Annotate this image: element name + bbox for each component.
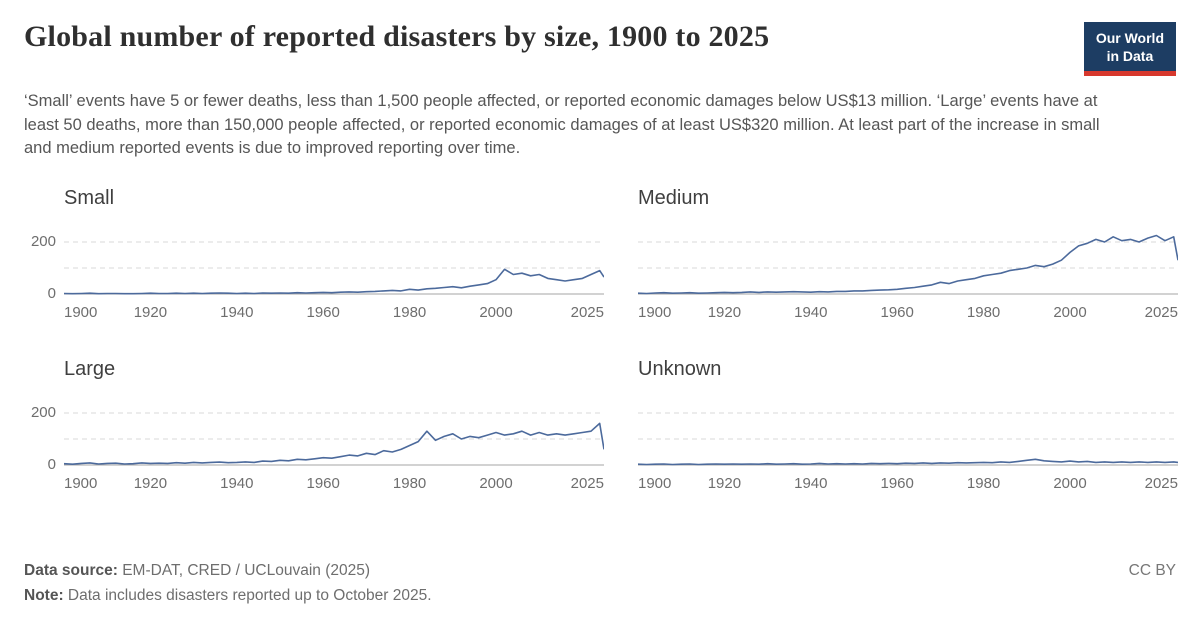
x-tick-label: 1980 — [966, 474, 1001, 492]
x-tick-label: 2000 — [1053, 303, 1087, 321]
chart-medium-line-svg — [638, 234, 1178, 295]
x-tick-label: 1920 — [707, 303, 742, 321]
license-cc-by[interactable]: CC BY — [1128, 562, 1176, 579]
chart-small-plot: 200 0 1900 1920 1940 1960 1980 2000 2025 — [31, 220, 604, 326]
x-tick-label: 1980 — [392, 474, 427, 492]
chart-medium-title: Medium — [638, 186, 710, 209]
x-tick-label: 1900 — [64, 474, 98, 492]
chart-large-line-svg — [64, 412, 604, 466]
chart-unknown: Unknown 1900 1920 1940 1960 1980 2000 2025 — [638, 358, 1178, 497]
chart-unknown-plot: 1900 1920 1940 1960 1980 2000 2025 — [638, 391, 1178, 497]
x-tick-label: 2000 — [1053, 474, 1087, 492]
x-tick-label: 1960 — [880, 303, 914, 321]
x-tick-label: 1920 — [133, 474, 168, 492]
x-tick-label: 1940 — [220, 474, 254, 492]
data-source: Data source: EM-DAT, CRED / UCLouvain (2… — [24, 562, 370, 580]
owid-logo[interactable]: Our World in Data — [1083, 22, 1176, 77]
x-tick-label: 1900 — [638, 474, 672, 492]
footer: Data source: EM-DAT, CRED / UCLouvain (2… — [24, 562, 1176, 605]
chart-medium: Medium 1900 1920 1940 1960 1980 2000 2025 — [638, 187, 1178, 326]
chart-unknown-x-axis: 1900 1920 1940 1960 1980 2000 2025 — [638, 475, 1178, 497]
chart-small-x-axis: 1900 1920 1940 1960 1980 2000 2025 — [64, 304, 604, 326]
y-tick-label: 200 — [30, 232, 56, 250]
x-tick-label: 1900 — [64, 303, 98, 321]
chart-medium-plot: 1900 1920 1940 1960 1980 2000 2025 — [638, 220, 1178, 326]
charts-grid: Small 200 0 1900 1920 1940 1960 1980 2000 2025 … — [31, 186, 1178, 497]
data-source-label: Data source: — [24, 562, 118, 579]
x-tick-label: 2025 — [570, 303, 604, 321]
x-tick-label: 1960 — [306, 303, 340, 321]
x-tick-label: 1940 — [220, 303, 254, 321]
chart-small-title: Small — [64, 186, 115, 209]
x-tick-label: 1960 — [306, 474, 340, 492]
x-tick-label: 1900 — [638, 303, 672, 321]
note-label: Note: — [24, 587, 64, 604]
header: Global number of reported disasters by s… — [24, 20, 1176, 77]
owid-logo-line2: in Data — [1106, 48, 1154, 65]
x-tick-label: 2025 — [1144, 303, 1178, 321]
x-tick-label: 2000 — [479, 474, 513, 492]
x-tick-label: 2025 — [570, 474, 604, 492]
chart-unknown-line-svg — [638, 412, 1178, 466]
y-tick-label: 0 — [47, 284, 56, 302]
y-tick-label: 200 — [30, 403, 56, 421]
chart-large-plot: 200 0 1900 1920 1940 1960 1980 2000 2025 — [31, 391, 604, 497]
x-tick-label: 1940 — [794, 474, 828, 492]
owid-logo-line1: Our World — [1095, 30, 1164, 46]
x-tick-label: 2025 — [1144, 474, 1178, 492]
y-tick-label: 0 — [47, 455, 56, 473]
page-title: Global number of reported disasters by s… — [24, 20, 770, 53]
chart-unknown-title: Unknown — [638, 357, 722, 380]
x-tick-label: 1960 — [880, 474, 914, 492]
data-source-value: EM-DAT, CRED / UCLouvain (2025) — [117, 562, 371, 579]
x-tick-label: 1980 — [966, 303, 1001, 321]
chart-large-title: Large — [64, 357, 116, 380]
chart-large: Large 200 0 1900 1920 1940 1960 1980 2000 2025 — [31, 357, 604, 497]
chart-large-x-axis: 1900 1920 1940 1960 1980 2000 2025 — [64, 475, 604, 497]
chart-subtitle: ‘Small’ events have 5 or fewer deaths, l… — [24, 92, 1100, 158]
x-tick-label: 1920 — [133, 303, 168, 321]
x-tick-label: 2000 — [479, 303, 513, 321]
note-value: Data includes disasters reported up to O… — [63, 587, 432, 604]
chart-small-line-svg — [64, 241, 604, 295]
chart-medium-x-axis: 1900 1920 1940 1960 1980 2000 2025 — [638, 304, 1178, 326]
x-tick-label: 1980 — [392, 303, 427, 321]
chart-small: Small 200 0 1900 1920 1940 1960 1980 2000 2025 — [31, 186, 604, 326]
x-tick-label: 1940 — [794, 303, 828, 321]
x-tick-label: 1920 — [707, 474, 742, 492]
